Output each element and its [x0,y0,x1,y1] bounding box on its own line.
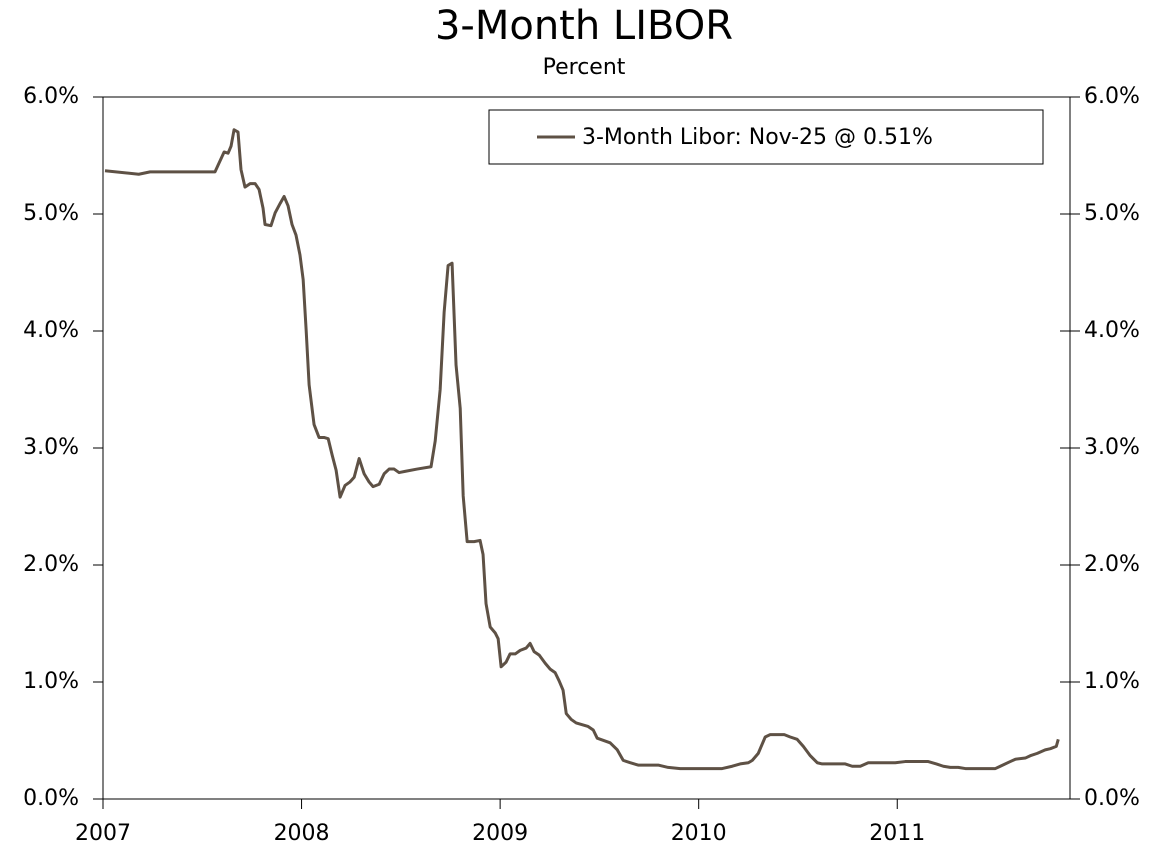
x-tick-label: 2009 [472,821,528,846]
y2-tick-label: 4.0% [1084,318,1140,343]
x-tick-label: 2011 [869,821,925,846]
line [104,128,1060,771]
y2-tick-label: 6.0% [1084,84,1140,109]
plot-frame [102,96,1071,800]
y2-tick-label: 0.0% [1084,786,1140,811]
x-tick-label: 2007 [75,821,131,846]
y2-tick-label: 5.0% [1084,201,1140,226]
y-tick-label: 4.0% [23,318,79,343]
y-tick-label: 2.0% [23,552,79,577]
y-tick-label: 1.0% [23,669,79,694]
y2-tick-label: 1.0% [1084,669,1140,694]
chart-subtitle: Percent [543,55,626,80]
x-tick-label: 2008 [274,821,330,846]
legend-label: 3-Month Libor: Nov-25 @ 0.51% [582,125,933,150]
y2-tick-label: 3.0% [1084,435,1140,460]
chart-title: 3-Month LIBOR [435,3,733,49]
y-tick-label: 5.0% [23,201,79,226]
y2-tick-label: 2.0% [1084,552,1140,577]
legend-box [488,109,1044,165]
y-tick-label: 0.0% [23,786,79,811]
y-tick-label: 6.0% [23,84,79,109]
y-tick-label: 3.0% [23,435,79,460]
x-tick-label: 2010 [671,821,727,846]
